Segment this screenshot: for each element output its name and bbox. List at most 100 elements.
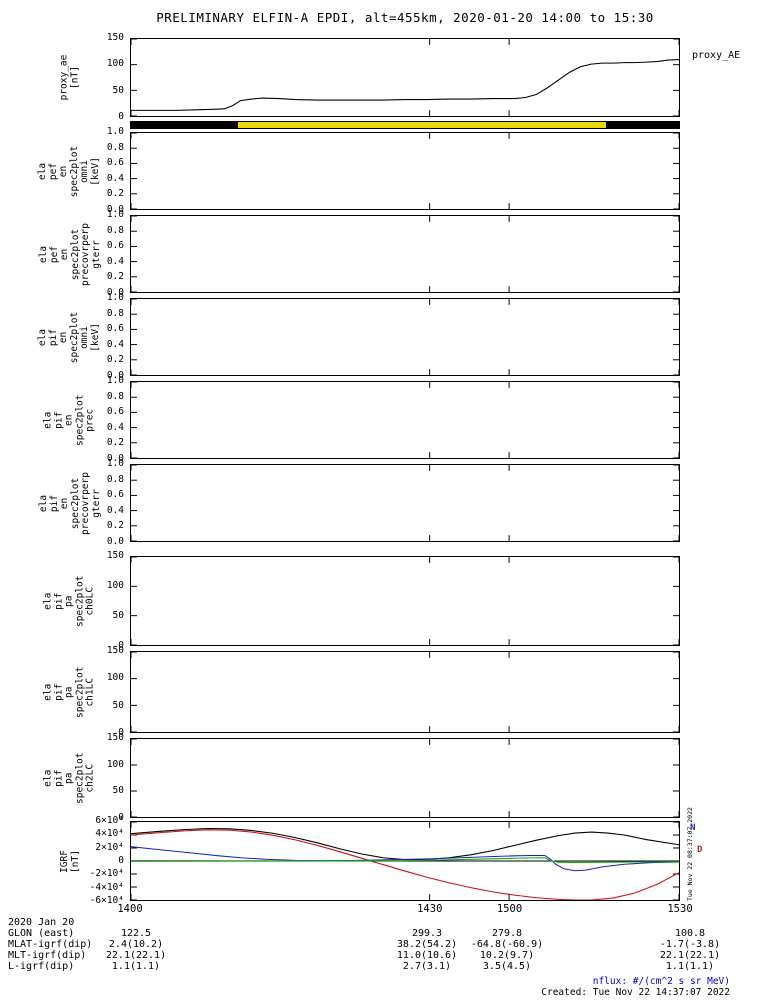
y-tick-label: 0.2 [106,520,124,532]
footer-value: 1.1(1.1) [665,961,715,972]
y-tick-label: 50 [112,785,124,797]
footer-row-label: GLON (east) [8,928,75,939]
panel-igrf [130,821,680,901]
y-tick-label: 0 [118,855,124,866]
footer-value: 2.4(10.2) [108,939,164,950]
y-axis-label-wrap: IGRF [nT] [30,821,110,901]
footer-value: 2.7(3.1) [402,961,452,972]
y-tick-label: 0.6 [106,323,124,335]
footer-row-mlat: MLAT-igrf(dip) 2.4(10.2) 38.2(54.2) -64.… [0,939,775,951]
y-tick-label: 0.6 [106,240,124,252]
footer-value: 299.3 [411,928,443,939]
y-axis-label-pif-en-prec: ela pif en spec2plot prec [42,394,96,446]
footer-value: 3.5(4.5) [482,961,532,972]
y-tick-label: 100 [106,580,124,591]
igrf-legend-D: D [697,845,703,855]
y-axis-label-proxy-ae: proxy_ae [nT] [58,54,80,101]
y-tick-label: 50 [112,84,124,96]
y-axis-label-wrap: ela pef en spec2plot omni [keV] [30,132,110,210]
plot-area-proxy-ae [131,39,679,116]
y-tick-label: 1.0 [106,458,124,469]
y-tick-label: 0.2 [106,437,124,449]
y-tick-label: 150 [106,645,124,656]
y-tick-label: 0.4 [106,504,124,516]
x-tick-label: 1400 [117,903,143,915]
panel-pif-en-precovrperp-gterr [130,464,680,542]
plot-area-pif-en-omni [131,299,679,375]
y-axis-label-wrap: proxy_ae [nT] [30,38,110,117]
created-timestamp: Created: Tue Nov 22 14:37:07 2022 [541,987,730,998]
footer-row-glon: GLON (east) 122.5 299.3 279.8 100.8 [0,928,775,940]
y-tick-label: 2×10⁴ [95,841,124,853]
panel-pif-en-omni [130,298,680,376]
footer-value: 100.8 [674,928,706,939]
plot-area-pif-en-prec [131,382,679,458]
plot-area-igrf [131,822,679,900]
y-tick-label: 1.0 [106,126,124,137]
science-bar-segment [238,122,607,128]
y-tick-label: 0.4 [106,172,124,184]
y-tick-label: 0.0 [106,536,124,547]
plot-area-pif-pa-ch2LC [131,739,679,817]
y-axis-label-wrap: ela pif en spec2plot precovrperp gterr [30,464,110,542]
footer-value: -1.7(-3.8) [659,939,721,950]
y-tick-label: 6×10⁴ [95,815,124,826]
footer-value: 11.0(10.6) [396,950,458,961]
footer-date-row: 2020 Jan 20 [0,917,775,929]
igrf-legend-N: N [690,823,696,833]
y-axis-label-pif-pa-ch1LC: ela pif pa spec2plot ch1LC [42,666,96,718]
y-axis-label-wrap: ela pif en spec2plot omni [keV] [30,298,110,376]
y-axis-label-pif-pa-ch0LC: ela pif pa spec2plot ch0LC [42,575,96,627]
footer-value: 22.1(22.1) [105,950,167,961]
y-tick-label: 50 [112,610,124,621]
y-tick-label: 0.6 [106,489,124,501]
y-tick-label: -2×10⁴ [89,868,124,880]
y-tick-label: 0.0 [106,453,124,464]
y-tick-label: 0.2 [106,188,124,200]
science-zone-bar [130,121,680,129]
y-axis-label-pif-en-precovrperp-gterr: ela pif en spec2plot precovrperp gterr [37,471,101,535]
panel-pif-pa-ch2LC [130,738,680,818]
y-tick-label: 0.8 [106,141,124,153]
y-tick-label: 100 [106,672,124,684]
y-tick-label: 0 [118,111,124,122]
panel-pif-pa-ch0LC [130,556,680,646]
y-axis-label-pif-pa-ch2LC: ela pif pa spec2plot ch2LC [42,752,96,804]
x-tick-label: 1430 [417,903,443,915]
footer-value: 10.2(9.7) [479,950,535,961]
y-axis-label-wrap: ela pef en spec2plot precovrperp gterr [30,215,110,293]
y-tick-label: 0.4 [106,255,124,267]
y-tick-label: 0.0 [106,287,124,298]
panel-proxy-ae [130,38,680,117]
y-tick-label: 100 [106,758,124,770]
y-tick-label: 0.2 [106,271,124,283]
science-bar-segment [606,122,679,128]
plot-area-pif-pa-ch0LC [131,557,679,645]
footer-value: 22.1(22.1) [659,950,721,961]
y-axis-label-wrap: ela pif en spec2plot prec [30,381,110,459]
y-tick-label: 1.0 [106,292,124,303]
y-tick-label: 0.2 [106,354,124,366]
footer-row-lshell: L-igrf(dip) 1.1(1.1) 2.7(3.1) 3.5(4.5) 1… [0,961,775,973]
y-tick-label: 0 [118,727,124,738]
panel-pif-pa-ch1LC [130,651,680,733]
y-tick-label: 0.8 [106,224,124,236]
y-tick-label: 1.0 [106,209,124,220]
footer-value: 122.5 [120,928,152,939]
y-tick-label: 4×10⁴ [95,828,124,840]
x-tick-label: 1530 [667,903,693,915]
footer-value: 38.2(54.2) [396,939,458,950]
y-axis-label-pef-en-omni: ela pef en spec2plot omni [keV] [37,145,101,197]
y-tick-label: 0.0 [106,204,124,215]
plot-title: PRELIMINARY ELFIN-A EPDI, alt=455km, 202… [156,10,654,25]
proxy-ae-right-label: proxy_AE [692,50,741,61]
y-tick-label: 150 [106,550,124,561]
nflux-units-note: nflux: #/(cm^2 s sr MeV) [592,976,730,987]
footer-value: 1.1(1.1) [111,961,161,972]
plot-area-pef-en-precovrperp-gterr [131,216,679,292]
plot-area-pif-en-precovrperp-gterr [131,465,679,541]
footer-row-label: L-igrf(dip) [8,961,75,972]
series-igrf-blue [131,846,679,872]
footer-value: 279.8 [491,928,523,939]
